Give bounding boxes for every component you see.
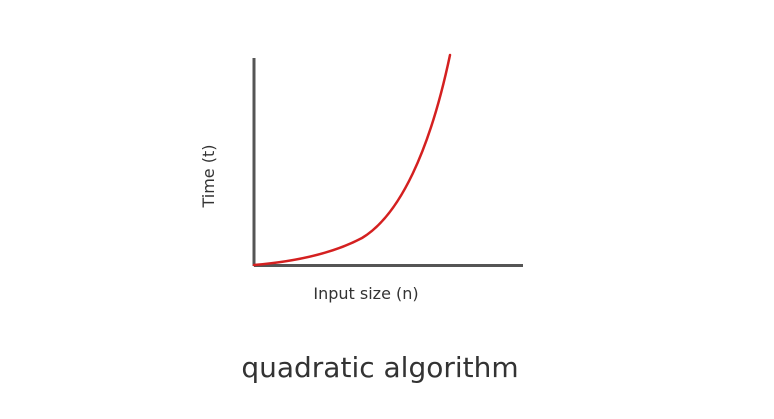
figure-caption: quadratic algorithm: [241, 351, 518, 384]
growth-curve: [252, 53, 452, 267]
y-axis-label: Time (t): [199, 145, 218, 209]
x-axis-label: Input size (n): [313, 284, 418, 303]
